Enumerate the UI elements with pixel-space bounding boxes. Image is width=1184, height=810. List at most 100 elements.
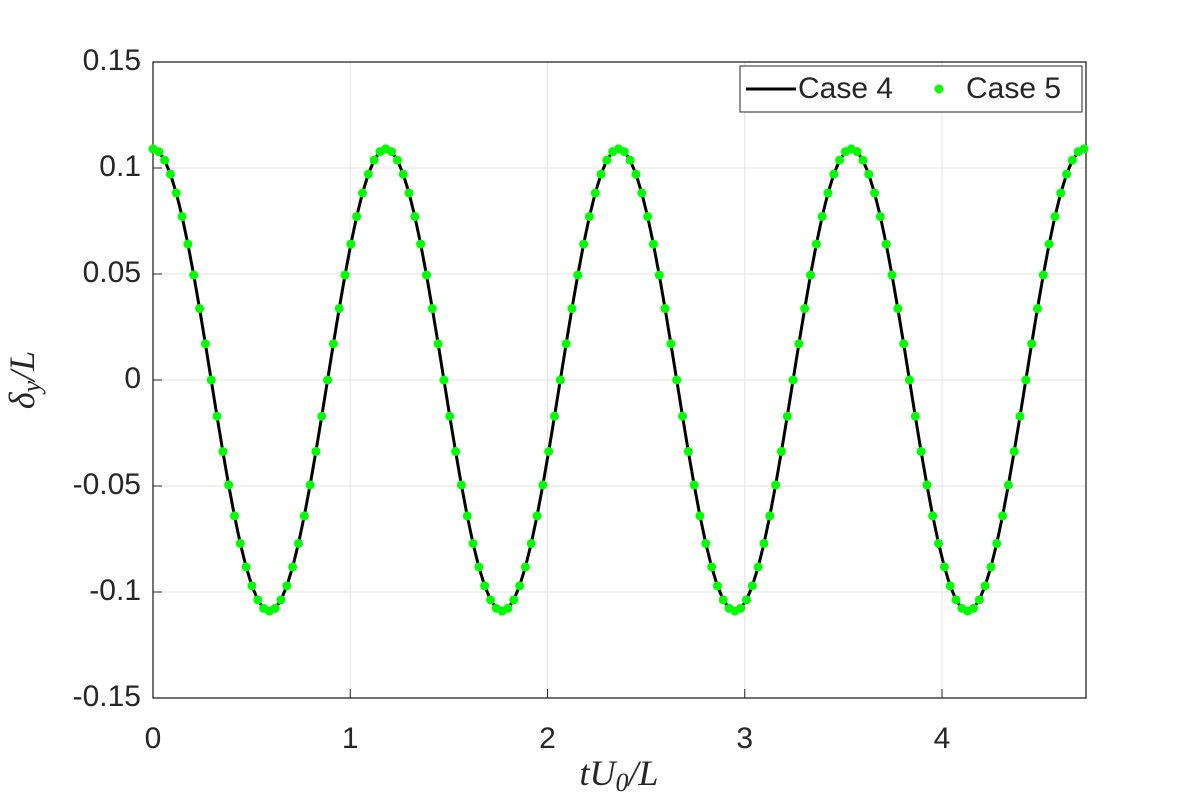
marker [654, 270, 664, 280]
y-tick-label: -0.15 [73, 680, 141, 713]
marker [753, 562, 763, 572]
marker [171, 188, 181, 198]
marker [555, 375, 565, 385]
marker [561, 339, 571, 349]
marker [643, 212, 653, 222]
marker [462, 511, 472, 521]
marker [718, 595, 728, 605]
marker [485, 595, 495, 605]
marker [445, 411, 455, 421]
marker [276, 595, 286, 605]
y-tick-label: 0.05 [83, 256, 141, 289]
y-tick-label: 0.1 [99, 150, 141, 183]
marker [288, 562, 298, 572]
marker [1044, 239, 1054, 249]
y-tick-label: 0.15 [83, 44, 141, 77]
marker [579, 239, 589, 249]
marker [736, 603, 746, 613]
marker [776, 446, 786, 456]
marker [689, 480, 699, 490]
marker [765, 511, 775, 521]
marker [241, 562, 251, 572]
marker [154, 147, 164, 157]
x-label-part: /L [626, 753, 658, 793]
marker [939, 562, 949, 572]
marker [328, 339, 338, 349]
marker [864, 169, 874, 179]
marker [439, 375, 449, 385]
legend-marker [934, 84, 944, 94]
marker [1050, 212, 1060, 222]
marker [480, 581, 490, 591]
marker [637, 188, 647, 198]
x-label-part: tU [579, 753, 617, 793]
y-label-part: δ [2, 391, 42, 409]
marker [317, 411, 327, 421]
marker [590, 188, 600, 198]
marker [771, 480, 781, 490]
marker [596, 169, 606, 179]
marker [701, 538, 711, 548]
marker [980, 581, 990, 591]
marker [992, 538, 1002, 548]
marker [782, 411, 792, 421]
marker [742, 595, 752, 605]
marker [934, 538, 944, 548]
marker [212, 411, 222, 421]
marker [550, 411, 560, 421]
x-axis-label: tU0/L [579, 753, 658, 797]
marker [1062, 169, 1072, 179]
marker [1021, 375, 1031, 385]
marker [200, 339, 210, 349]
marker [707, 562, 717, 572]
marker [835, 155, 845, 165]
marker [712, 581, 722, 591]
x-tick-label: 2 [539, 722, 556, 755]
marker [398, 169, 408, 179]
marker [951, 595, 961, 605]
marker [899, 339, 909, 349]
marker [968, 603, 978, 613]
legend-label: Case 5 [966, 72, 1061, 105]
marker [165, 169, 175, 179]
legend-label: Case 4 [798, 72, 893, 105]
marker [678, 411, 688, 421]
y-tick-label: -0.05 [73, 468, 141, 501]
marker [817, 212, 827, 222]
marker [625, 155, 635, 165]
marker [683, 446, 693, 456]
y-label-sub: y [17, 380, 46, 395]
marker [1056, 188, 1066, 198]
marker [887, 270, 897, 280]
marker [421, 270, 431, 280]
marker [858, 155, 868, 165]
marker [910, 411, 920, 421]
x-tick-label: 3 [736, 722, 753, 755]
marker [759, 538, 769, 548]
marker [538, 480, 548, 490]
marker [1067, 155, 1077, 165]
marker [189, 270, 199, 280]
marker [433, 339, 443, 349]
marker [881, 239, 891, 249]
marker [218, 446, 228, 456]
x-tick-label: 0 [145, 722, 162, 755]
marker [363, 169, 373, 179]
legend-box [739, 65, 1083, 113]
marker [282, 581, 292, 591]
marker [299, 511, 309, 521]
marker [334, 304, 344, 314]
marker [410, 212, 420, 222]
marker [648, 239, 658, 249]
marker [206, 375, 216, 385]
marker [672, 375, 682, 385]
marker [619, 147, 629, 157]
marker [346, 239, 356, 249]
marker [468, 538, 478, 548]
marker [235, 538, 245, 548]
marker [456, 480, 466, 490]
marker [1003, 480, 1013, 490]
marker [305, 480, 315, 490]
marker [852, 147, 862, 157]
marker [916, 446, 926, 456]
